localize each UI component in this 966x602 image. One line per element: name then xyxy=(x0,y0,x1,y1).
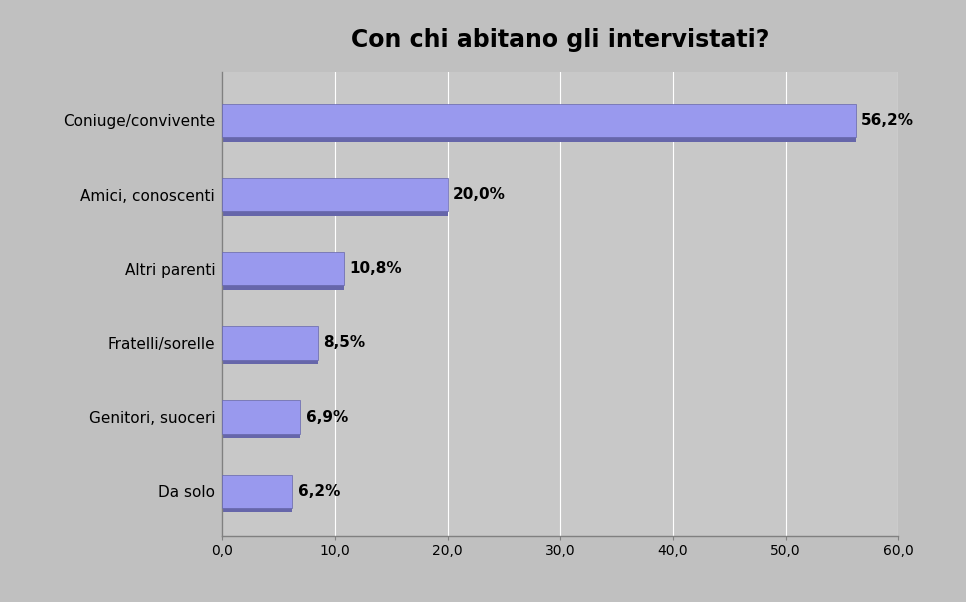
Title: Con chi abitano gli intervistati?: Con chi abitano gli intervistati? xyxy=(351,28,770,52)
Text: 56,2%: 56,2% xyxy=(862,113,914,128)
Bar xyxy=(222,104,856,137)
Text: 6,9%: 6,9% xyxy=(305,409,348,424)
Bar xyxy=(222,178,447,211)
Bar xyxy=(222,252,344,285)
Bar xyxy=(222,326,318,359)
Text: 8,5%: 8,5% xyxy=(324,335,366,350)
Bar xyxy=(222,479,293,512)
Bar xyxy=(222,400,300,434)
Bar xyxy=(222,330,318,364)
Bar xyxy=(222,256,344,290)
Bar xyxy=(222,474,292,508)
Bar xyxy=(222,108,856,141)
Bar xyxy=(222,182,448,216)
Bar xyxy=(222,405,300,438)
Text: 10,8%: 10,8% xyxy=(350,261,402,276)
Text: 6,2%: 6,2% xyxy=(298,484,340,499)
Text: 20,0%: 20,0% xyxy=(453,187,506,202)
